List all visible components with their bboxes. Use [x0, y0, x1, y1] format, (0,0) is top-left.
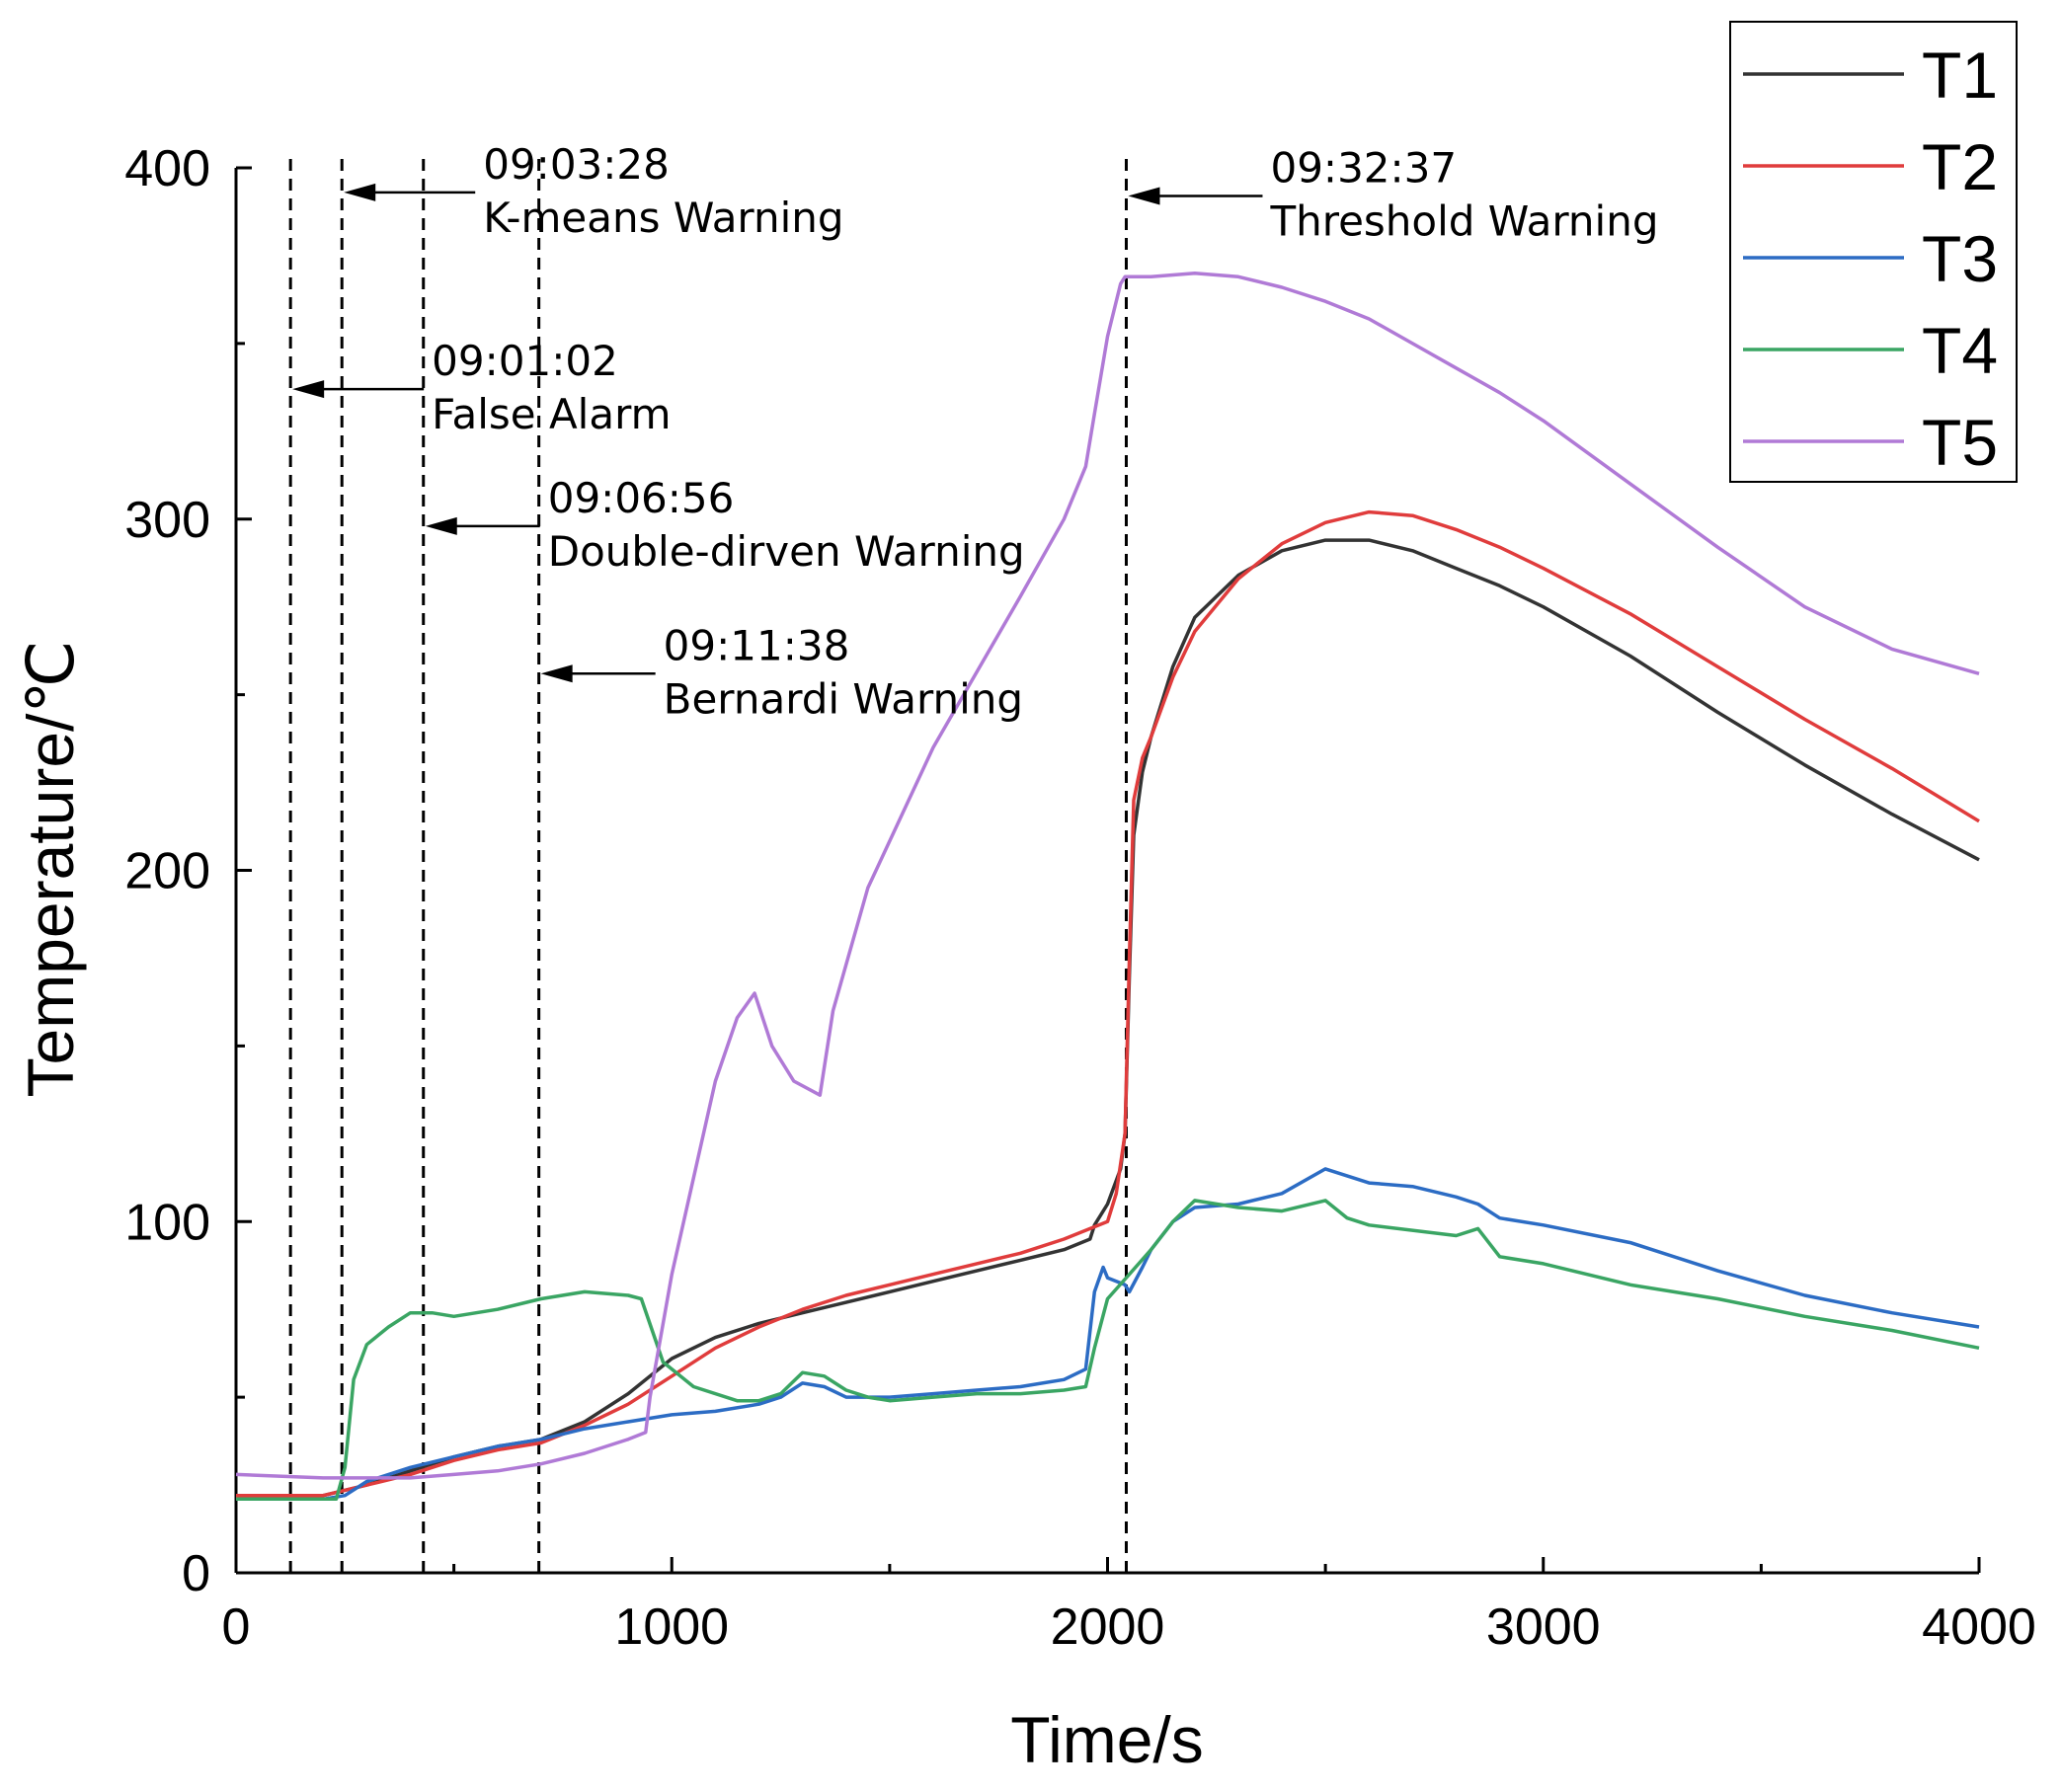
x-tick-label: 3000 [1486, 1598, 1601, 1656]
y-tick-label: 200 [124, 843, 210, 900]
legend-box [1729, 21, 2018, 483]
legend-label: T3 [1922, 222, 1998, 295]
series-line-T5 [235, 271, 1980, 1480]
annotation-arrow-head [1128, 187, 1160, 205]
x-tick-label: 2000 [1051, 1598, 1165, 1656]
annotation-time: 09:32:37 [1270, 143, 1457, 192]
y-tick-label: 400 [124, 140, 210, 197]
x-tick-label: 4000 [1922, 1598, 2036, 1656]
y-tick-label: 100 [124, 1194, 210, 1251]
warning-lines [288, 153, 1128, 1573]
series-line-T1 [236, 538, 1980, 1498]
series-line-T3 [236, 1167, 1980, 1502]
x-tick-label: 1000 [614, 1598, 729, 1656]
tick-labels: 0 1000 2000 3000 4000 0 100 200 300 400 [124, 140, 2036, 1656]
legend-label: T5 [1922, 406, 1998, 479]
annotation-arrow-head [344, 183, 376, 201]
legend-label: T1 [1922, 39, 1998, 112]
y-tick-label: 0 [182, 1545, 210, 1602]
legend: T1 T2 T3 T4 T5 [1729, 21, 2018, 483]
x-tick-label: 0 [222, 1598, 251, 1656]
annotation-time: 09:11:38 [664, 621, 850, 669]
legend-label: T2 [1922, 130, 1998, 203]
ticks [234, 166, 1981, 1575]
annotation-label: Bernardi Warning [664, 674, 1023, 723]
annotation-time: 09:03:28 [483, 140, 670, 189]
y-axis-title: Temperature/℃ [14, 641, 87, 1098]
annotations: 09:01:02 False Alarm 09:03:28 K-means Warni… [292, 140, 1658, 723]
annotation-arrow-head [540, 664, 573, 683]
series-line-T4 [236, 1199, 1980, 1502]
series-group [235, 271, 1980, 1502]
legend-label: T4 [1922, 314, 1998, 387]
annotation-label: False Alarm [432, 390, 671, 438]
x-axis-title: Time/s [1010, 1703, 1204, 1776]
series-line-T2 [236, 509, 1980, 1498]
annotation-label: K-means Warning [483, 194, 843, 242]
annotation-label: Double-dirven Warning [548, 527, 1025, 576]
annotation-label: Threshold Warning [1269, 196, 1658, 245]
annotation-time: 09:06:56 [548, 474, 735, 522]
annotation-arrow-head [292, 380, 325, 399]
annotation-time: 09:01:02 [432, 337, 618, 385]
y-tick-label: 300 [124, 492, 210, 549]
annotation-arrow-head [425, 516, 457, 535]
